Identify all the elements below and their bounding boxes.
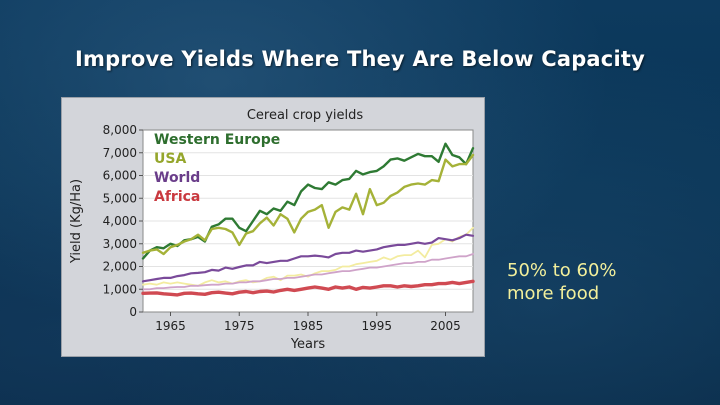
x-tick-label: 1995	[361, 319, 392, 333]
chart-title: Cereal crop yields	[247, 108, 364, 123]
y-tick-label: 8,000	[103, 123, 137, 137]
line-usa	[141, 153, 475, 256]
y-tick-label: 4,000	[103, 214, 137, 228]
slide-title: Improve Yields Where They Are Below Capa…	[75, 47, 645, 71]
yield-line-chart: Cereal crop yields 0 1,000 2,000 3,000 4,000…	[69, 108, 475, 352]
side-note: 50% to 60% more food	[507, 259, 617, 305]
x-tick-label: 1985	[293, 319, 324, 333]
line-series-4	[142, 253, 474, 291]
y-tick-label: 3,000	[103, 237, 137, 251]
line-africa	[141, 279, 475, 297]
y-tick-label: 2,000	[103, 260, 137, 274]
x-tick-label: 1965	[155, 319, 186, 333]
x-tick-label: 1975	[224, 319, 255, 333]
chart-panel: Cereal crop yields 0 1,000 2,000 3,000 4,000…	[61, 97, 485, 357]
y-axis-label: Yield (Kg/Ha)	[69, 179, 84, 264]
legend-world: World	[154, 170, 200, 186]
y-tick-label: 7,000	[103, 146, 137, 160]
legend-usa: USA	[154, 151, 186, 167]
series-layer	[141, 142, 475, 297]
legend: Western Europe USA World Africa	[154, 132, 280, 205]
note-line-1: 50% to 60%	[507, 260, 617, 281]
note-line-2: more food	[507, 283, 600, 304]
x-tick-label: 2005	[430, 319, 461, 333]
x-axis-ticks: 1965 1975 1985 1995 2005	[155, 312, 461, 333]
y-tick-label: 0	[129, 305, 137, 319]
y-tick-label: 5,000	[103, 191, 137, 205]
legend-africa: Africa	[154, 189, 200, 205]
x-axis-label: Years	[290, 337, 326, 352]
legend-western-europe: Western Europe	[154, 132, 280, 148]
line-western-europe	[141, 142, 475, 260]
y-tick-label: 1,000	[103, 282, 137, 296]
y-tick-label: 6,000	[103, 169, 137, 183]
y-axis-ticks: 0 1,000 2,000 3,000 4,000 5,000 6,000 7,000 8,00…	[103, 123, 143, 319]
line-world	[141, 233, 475, 283]
